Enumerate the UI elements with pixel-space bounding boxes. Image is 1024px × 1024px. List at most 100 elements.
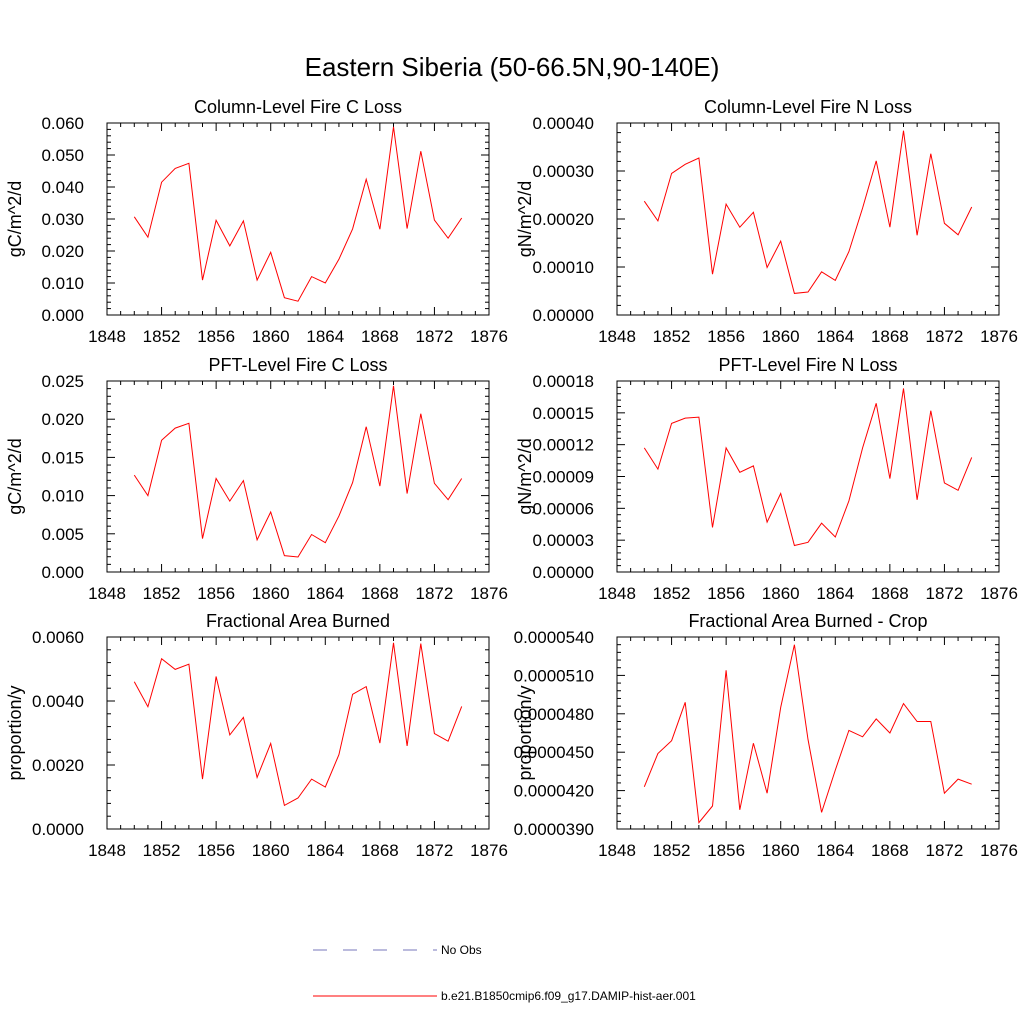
x-tick-label: 1852: [143, 584, 181, 603]
series-line: [133, 126, 463, 302]
y-tick-label: 0.0000480: [514, 705, 594, 724]
x-tick-label: 1848: [598, 327, 636, 346]
y-tick-label: 0.00006: [533, 499, 594, 518]
y-tick-label: 0.025: [41, 372, 84, 391]
x-tick-label: 1856: [707, 327, 745, 346]
x-tick-label: 1848: [88, 327, 126, 346]
y-tick-label: 0.050: [41, 146, 84, 165]
y-tick-label: 0.00012: [533, 436, 594, 455]
y-tick-label: 0.020: [41, 410, 84, 429]
series-line: [643, 644, 972, 824]
x-tick-label: 1876: [470, 841, 508, 860]
y-tick-label: 0.005: [41, 525, 84, 544]
legend-label-model: b.e21.B1850cmip6.f09_g17.DAMIP-hist-aer.…: [441, 989, 696, 1003]
chart-panel-2: Column-Level Fire N Loss gN/m^2/d 1848 1852…: [515, 97, 1018, 346]
series-line: [133, 385, 463, 558]
x-tick-label: 1876: [470, 584, 508, 603]
y-tick-label: 0.00040: [533, 114, 594, 133]
x-tick-label: 1852: [653, 584, 691, 603]
y-tick-label: 0.030: [41, 210, 84, 229]
x-tick-label: 1856: [197, 841, 235, 860]
y-tick-label: 0.000: [41, 563, 84, 582]
y-tick-label: 0.010: [41, 274, 84, 293]
y-tick-label: 0.00003: [533, 531, 594, 550]
x-tick-label: 1868: [871, 327, 909, 346]
x-tick-label: 1860: [252, 327, 290, 346]
x-tick-label: 1872: [926, 841, 964, 860]
chart-panel-5: Fractional Area Burned proportion/y 1848 18…: [5, 611, 508, 860]
y-axis-label: gN/m^2/d: [515, 438, 535, 514]
y-tick-label: 0.00000: [533, 306, 594, 325]
x-tick-label: 1864: [306, 327, 344, 346]
x-tick-label: 1860: [252, 584, 290, 603]
chart-panel-3: PFT-Level Fire C Loss gC/m^2/d 1848 1852 185…: [5, 355, 508, 603]
x-tick-label: 1864: [306, 584, 344, 603]
y-tick-label: 0.0000540: [514, 628, 594, 647]
y-tick-label: 0.00010: [533, 258, 594, 277]
x-tick-label: 1848: [88, 584, 126, 603]
chart-panels: Column-Level Fire C Loss gC/m^2/d 1848 1852…: [5, 97, 1018, 860]
y-tick-label: 0.0000390: [514, 820, 594, 839]
y-axis-label: gN/m^2/d: [515, 181, 535, 257]
x-tick-label: 1872: [416, 841, 454, 860]
series-line: [643, 388, 973, 547]
y-tick-label: 0.0040: [32, 692, 84, 711]
x-tick-label: 1856: [197, 584, 235, 603]
figure-title: Eastern Siberia (50-66.5N,90-140E): [305, 52, 720, 82]
y-tick-label: 0.020: [41, 242, 84, 261]
x-tick-label: 1848: [88, 841, 126, 860]
x-tick-label: 1864: [816, 584, 854, 603]
x-tick-label: 1860: [762, 584, 800, 603]
series-line: [643, 130, 973, 294]
x-tick-label: 1852: [143, 841, 181, 860]
chart-panel-6: Fractional Area Burned - Crop proportion/…: [514, 611, 1018, 860]
x-tick-label: 1856: [707, 841, 745, 860]
chart-panel-1: Column-Level Fire C Loss gC/m^2/d 1848 1852…: [5, 97, 508, 346]
y-tick-label: 0.00018: [533, 372, 594, 391]
x-tick-label: 1864: [306, 841, 344, 860]
x-tick-label: 1860: [762, 327, 800, 346]
y-tick-label: 0.015: [41, 448, 84, 467]
x-tick-label: 1876: [980, 327, 1018, 346]
x-tick-label: 1876: [980, 841, 1018, 860]
x-tick-label: 1848: [598, 584, 636, 603]
y-tick-label: 0.00020: [533, 210, 594, 229]
chart-title: PFT-Level Fire N Loss: [718, 355, 897, 375]
x-tick-label: 1872: [416, 327, 454, 346]
chart-title: Fractional Area Burned - Crop: [688, 611, 927, 631]
chart-title: Fractional Area Burned: [206, 611, 390, 631]
y-tick-label: 0.00030: [533, 162, 594, 181]
x-tick-label: 1852: [143, 327, 181, 346]
y-axis-label: proportion/y: [515, 685, 535, 780]
y-tick-label: 0.00000: [533, 563, 594, 582]
y-tick-label: 0.0000450: [514, 743, 594, 762]
y-tick-label: 0.0000510: [514, 666, 594, 685]
x-tick-label: 1876: [470, 327, 508, 346]
x-tick-label: 1852: [653, 327, 691, 346]
y-tick-label: 0.0060: [32, 628, 84, 647]
x-tick-label: 1872: [416, 584, 454, 603]
y-axis-label: proportion/y: [5, 685, 25, 780]
x-tick-label: 1872: [926, 327, 964, 346]
x-tick-label: 1860: [762, 841, 800, 860]
x-tick-label: 1856: [197, 327, 235, 346]
chart-title: PFT-Level Fire C Loss: [208, 355, 387, 375]
x-tick-label: 1864: [816, 327, 854, 346]
x-tick-label: 1876: [980, 584, 1018, 603]
y-tick-label: 0.00009: [533, 468, 594, 487]
y-tick-label: 0.010: [41, 487, 84, 506]
x-tick-label: 1848: [598, 841, 636, 860]
y-axis-label: gC/m^2/d: [5, 181, 25, 257]
chart-panel-4: PFT-Level Fire N Loss gN/m^2/d 1848 1852 185…: [515, 355, 1018, 603]
x-tick-label: 1868: [871, 841, 909, 860]
legend-label-no-obs: No Obs: [441, 943, 482, 957]
y-tick-label: 0.0000: [32, 820, 84, 839]
legend: No Obs b.e21.B1850cmip6.f09_g17.DAMIP-hi…: [313, 943, 696, 1003]
y-tick-label: 0.0020: [32, 756, 84, 775]
x-tick-label: 1860: [252, 841, 290, 860]
x-tick-label: 1868: [361, 327, 399, 346]
y-tick-label: 0.060: [41, 114, 84, 133]
x-tick-label: 1868: [871, 584, 909, 603]
